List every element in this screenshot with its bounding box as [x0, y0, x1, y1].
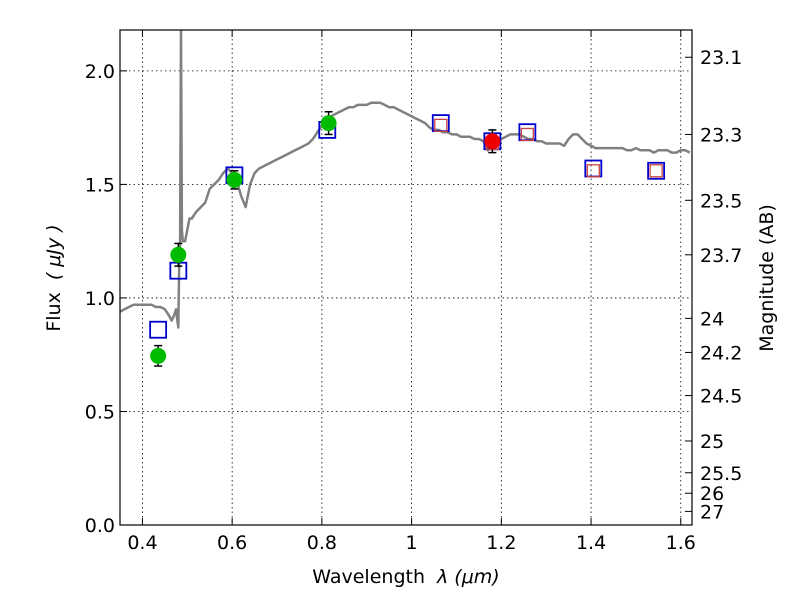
right-tick-label: 24 — [700, 308, 724, 330]
right-tick-label: 25.5 — [700, 463, 742, 485]
model-inner-square-marker — [586, 164, 600, 178]
right-tick-label: 25 — [700, 431, 724, 453]
x-tick-label: 1 — [406, 532, 418, 554]
markers — [149, 110, 666, 367]
y-tick-label: 2.0 — [85, 61, 115, 83]
observed-point-marker — [170, 246, 187, 263]
right-axis-title: Magnitude (AB) — [756, 204, 778, 352]
y-tick-label: 1.5 — [85, 174, 115, 196]
y-tick-label: 0.0 — [85, 515, 115, 537]
y-tick-label: 0.5 — [85, 401, 115, 423]
right-tick-label: 26 — [700, 483, 724, 505]
plot-area — [120, 30, 691, 329]
right-tick-label: 23.3 — [700, 124, 742, 146]
model-inner-square-marker — [520, 127, 535, 142]
ticks: 0.4 0.6 0.8 1 1.2 1.4 1.6 0.0 0.5 1.0 1.5 2.0 23.1 23… — [85, 30, 742, 554]
x-tick-label: 1.2 — [486, 532, 516, 554]
right-tick-label: 27 — [700, 501, 724, 523]
right-tick-label: 23.5 — [700, 190, 742, 212]
observed-point-marker — [484, 133, 501, 150]
x-axis-title: Wavelength λ (μm) — [312, 566, 499, 588]
model-inner-square-marker — [649, 164, 663, 178]
right-tick-label: 24.2 — [700, 342, 742, 364]
right-tick-label: 23.1 — [700, 47, 742, 69]
y-tick-label: 1.0 — [85, 288, 115, 310]
plot-frame — [119, 29, 693, 526]
model-square-marker — [647, 161, 666, 180]
model-inner-square-marker — [434, 118, 448, 133]
x-tick-label: 1.4 — [576, 532, 606, 554]
model-square-marker — [149, 320, 168, 339]
y-axis-title: Flux( μJy ) — [43, 224, 65, 331]
spectrum-line — [120, 30, 691, 329]
x-tick-label: 0.4 — [127, 532, 157, 554]
observed-point-marker — [150, 347, 167, 364]
x-tick-label: 0.8 — [307, 532, 337, 554]
x-tick-label: 1.6 — [666, 532, 696, 554]
observed-point-marker — [226, 171, 243, 188]
right-tick-label: 24.5 — [700, 386, 742, 408]
right-tick-label: 23.7 — [700, 245, 742, 267]
x-tick-label: 0.6 — [217, 532, 247, 554]
observed-point-marker — [320, 115, 337, 132]
